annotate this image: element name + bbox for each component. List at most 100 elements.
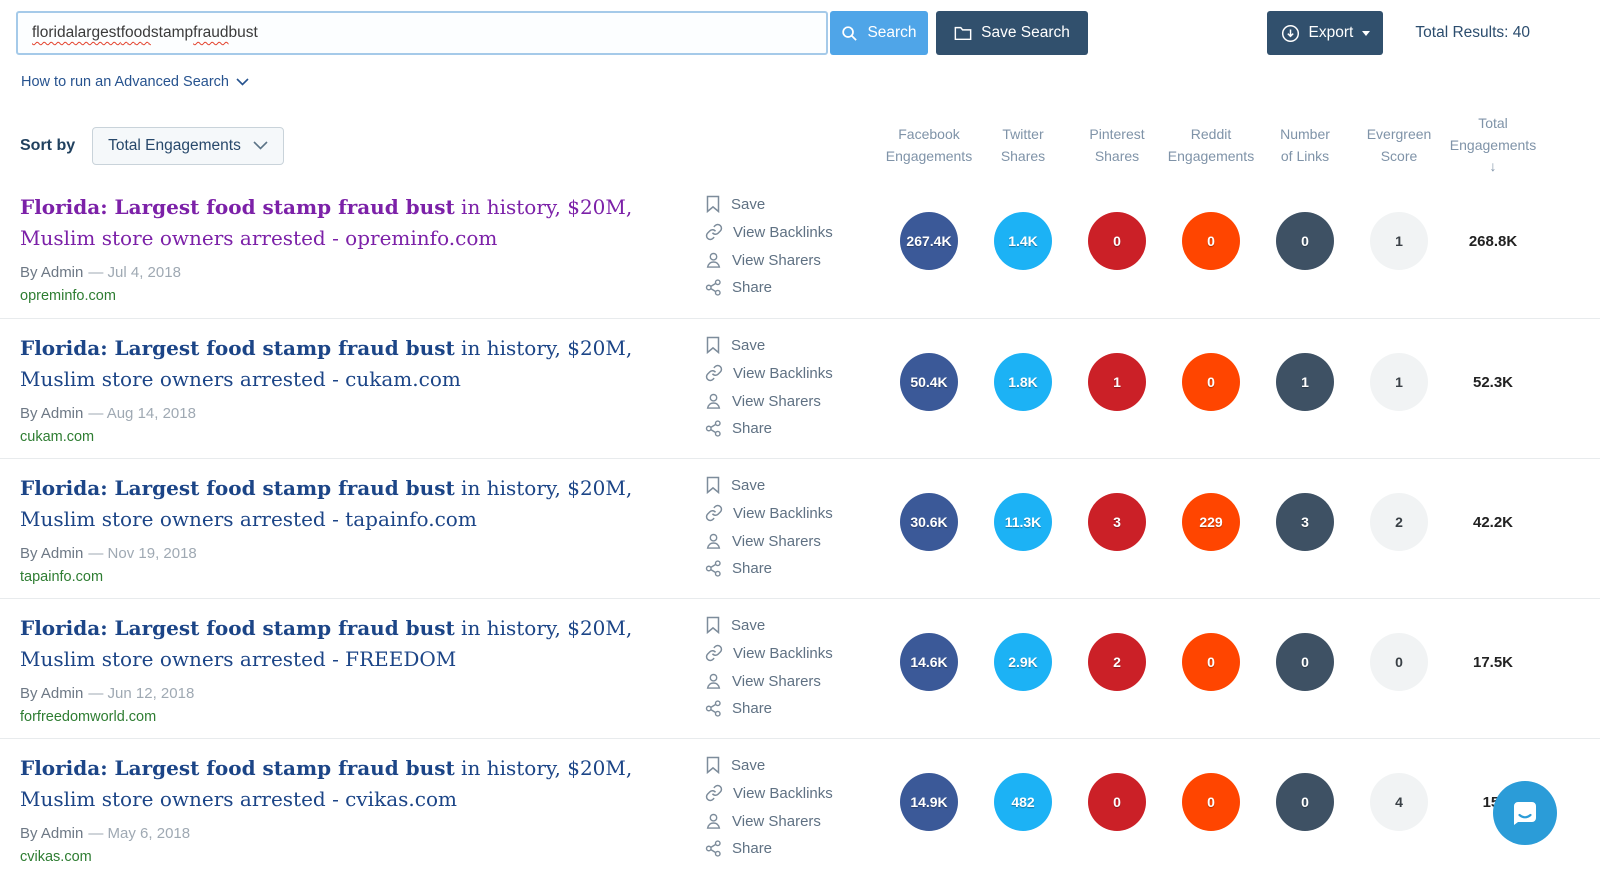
person-icon	[706, 393, 721, 409]
chat-bubble-icon	[1514, 802, 1536, 825]
save-search-button-label: Save Search	[981, 24, 1070, 41]
query-word: largest	[74, 24, 121, 41]
backlink-chain-icon	[705, 784, 723, 802]
total-engagements-value: 268.8K	[1468, 232, 1518, 250]
result-actions: Save View Backlinks View Sharers	[705, 333, 882, 447]
reddit-engagements-badge: 0	[1182, 633, 1240, 692]
total-engagements-value: 17.5K	[1472, 653, 1514, 671]
result-byline: By Admin — Jul 4, 2018	[20, 264, 181, 282]
share-button[interactable]: Share	[705, 279, 882, 296]
result-byline: By Admin — Nov 19, 2018	[20, 545, 197, 563]
result-row: Florida: Largest food stamp fraud bust i…	[0, 178, 1600, 318]
share-nodes-icon	[705, 840, 721, 857]
reddit-engagements-badge: 229	[1182, 493, 1240, 552]
result-title-link[interactable]: Florida: Largest food stamp fraud bust i…	[20, 616, 633, 671]
twitter-shares-badge: 2.9K	[994, 633, 1052, 692]
share-button[interactable]: Share	[705, 420, 882, 437]
evergreen-score-badge: 1	[1370, 212, 1428, 271]
result-actions: Save View Backlinks View Sharers	[705, 192, 882, 306]
view-backlinks-button[interactable]: View Backlinks	[705, 223, 882, 241]
result-main: Florida: Largest food stamp fraud bust i…	[20, 333, 705, 446]
backlink-chain-icon	[705, 364, 723, 382]
result-main: Florida: Largest food stamp fraud bust i…	[20, 192, 705, 305]
pinterest-shares-badge: 0	[1088, 212, 1146, 271]
result-main: Florida: Largest food stamp fraud bust i…	[20, 613, 705, 726]
view-sharers-button[interactable]: View Sharers	[705, 392, 882, 410]
bookmark-icon	[706, 616, 720, 635]
result-title-link[interactable]: Florida: Largest food stamp fraud bust i…	[20, 336, 633, 391]
person-icon	[706, 673, 721, 689]
share-button[interactable]: Share	[705, 840, 882, 857]
chevron-down-icon	[236, 78, 249, 86]
sort-dropdown-value: Total Engagements	[108, 136, 241, 154]
sort-dropdown[interactable]: Total Engagements	[92, 126, 284, 165]
pinterest-shares-badge: 2	[1088, 633, 1146, 692]
result-byline: By Admin — May 6, 2018	[20, 825, 191, 843]
view-sharers-button[interactable]: View Sharers	[705, 251, 882, 269]
column-header-reddit-engagements: Reddit Engagements	[1167, 125, 1255, 164]
view-sharers-button[interactable]: View Sharers	[705, 812, 882, 830]
view-backlinks-button[interactable]: View Backlinks	[705, 364, 882, 382]
result-domain-link[interactable]: cvikas.com	[20, 849, 92, 866]
bookmark-icon	[706, 476, 720, 495]
share-nodes-icon	[705, 279, 721, 296]
result-title-link[interactable]: Florida: Largest food stamp fraud bust i…	[20, 195, 633, 250]
result-actions: Save View Backlinks View Sharers	[705, 613, 882, 727]
share-button[interactable]: Share	[705, 560, 882, 577]
number-of-links-badge: 0	[1276, 212, 1334, 271]
query-word: fraud	[193, 24, 229, 41]
result-domain-link[interactable]: cukam.com	[20, 429, 95, 446]
query-word: bust	[228, 24, 258, 41]
view-backlinks-button[interactable]: View Backlinks	[705, 644, 882, 662]
result-byline: By Admin — Aug 14, 2018	[20, 405, 196, 423]
result-byline: By Admin — Jun 12, 2018	[20, 685, 195, 703]
view-sharers-button[interactable]: View Sharers	[705, 672, 882, 690]
result-domain-link[interactable]: tapainfo.com	[20, 569, 104, 586]
search-button[interactable]: Search	[830, 11, 928, 55]
chevron-down-icon	[253, 141, 268, 150]
view-sharers-button[interactable]: View Sharers	[705, 532, 882, 550]
search-icon	[842, 25, 858, 41]
share-button[interactable]: Share	[705, 700, 882, 717]
result-main: Florida: Largest food stamp fraud bust i…	[20, 753, 705, 866]
search-button-label: Search	[867, 24, 917, 41]
search-input[interactable]: florida largest food stamp fraud bust	[16, 11, 828, 55]
share-nodes-icon	[705, 420, 721, 437]
view-backlinks-button[interactable]: View Backlinks	[705, 784, 882, 802]
result-row: Florida: Largest food stamp fraud bust i…	[0, 598, 1600, 738]
reddit-engagements-badge: 0	[1182, 212, 1240, 271]
result-domain-link[interactable]: forfreedomworld.com	[20, 709, 157, 726]
total-results: Total Results: 40	[1415, 24, 1530, 41]
advanced-search-link[interactable]: How to run an Advanced Search	[21, 74, 249, 90]
sort-by-label: Sort by	[20, 136, 76, 154]
result-main: Florida: Largest food stamp fraud bust i…	[20, 473, 705, 586]
result-row: Florida: Largest food stamp fraud bust i…	[0, 458, 1600, 598]
save-article-button[interactable]: Save	[705, 195, 882, 214]
save-article-button[interactable]: Save	[705, 756, 882, 775]
result-title-link[interactable]: Florida: Largest food stamp fraud bust i…	[20, 756, 633, 811]
column-header-total-engagements[interactable]: Total Engagements ↓	[1449, 115, 1537, 175]
save-article-button[interactable]: Save	[705, 336, 882, 355]
reddit-engagements-badge: 0	[1182, 773, 1240, 832]
export-button[interactable]: Export	[1267, 11, 1384, 55]
result-actions: Save View Backlinks View Sharers	[705, 473, 882, 587]
result-row: Florida: Largest food stamp fraud bust i…	[0, 738, 1600, 871]
backlink-chain-icon	[705, 504, 723, 522]
save-search-button[interactable]: Save Search	[936, 11, 1088, 55]
save-article-button[interactable]: Save	[705, 616, 882, 635]
folder-icon	[954, 26, 972, 41]
view-backlinks-button[interactable]: View Backlinks	[705, 504, 882, 522]
total-engagements-value: 52.3K	[1472, 373, 1514, 391]
result-domain-link[interactable]: opreminfo.com	[20, 288, 116, 305]
person-icon	[706, 252, 721, 268]
chat-widget-button[interactable]	[1493, 781, 1557, 845]
facebook-engagements-badge: 14.6K	[900, 633, 958, 692]
pinterest-shares-badge: 3	[1088, 493, 1146, 552]
save-article-button[interactable]: Save	[705, 476, 882, 495]
column-header-evergreen-score: Evergreen Score	[1366, 125, 1432, 164]
results-list: Florida: Largest food stamp fraud bust i…	[0, 178, 1600, 871]
column-header-number-of-links: Number of Links	[1280, 125, 1330, 164]
column-header-pinterest-shares: Pinterest Shares	[1089, 125, 1145, 164]
result-title-link[interactable]: Florida: Largest food stamp fraud bust i…	[20, 476, 633, 531]
advanced-search-link-label: How to run an Advanced Search	[21, 74, 229, 90]
